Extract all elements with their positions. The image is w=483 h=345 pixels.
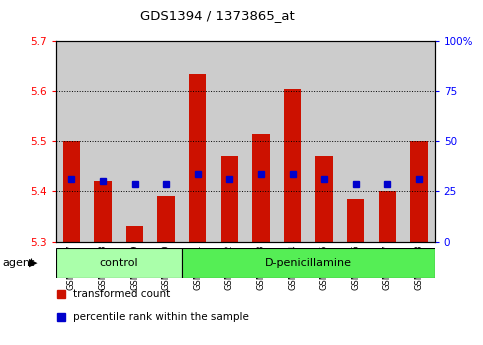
- Bar: [245, 41, 277, 242]
- Bar: [308, 41, 340, 242]
- Bar: [119, 41, 150, 242]
- Text: ▶: ▶: [28, 258, 37, 268]
- Bar: [410, 141, 427, 242]
- Bar: [126, 226, 143, 242]
- Bar: [157, 197, 175, 241]
- Text: control: control: [99, 258, 138, 268]
- Bar: [403, 41, 435, 242]
- Bar: [189, 74, 206, 242]
- Bar: [213, 41, 245, 242]
- Bar: [94, 181, 112, 241]
- Bar: [252, 134, 270, 242]
- Text: GDS1394 / 1373865_at: GDS1394 / 1373865_at: [140, 9, 295, 22]
- Bar: [221, 157, 238, 241]
- Bar: [347, 199, 364, 242]
- Text: D-penicillamine: D-penicillamine: [265, 258, 352, 268]
- Bar: [63, 141, 80, 242]
- Bar: [150, 41, 182, 242]
- Bar: [277, 41, 308, 242]
- Bar: [87, 41, 119, 242]
- Text: percentile rank within the sample: percentile rank within the sample: [72, 312, 248, 322]
- Bar: [284, 89, 301, 242]
- Bar: [182, 248, 435, 278]
- Text: transformed count: transformed count: [72, 289, 170, 299]
- Bar: [371, 41, 403, 242]
- Bar: [379, 191, 396, 242]
- Bar: [56, 41, 87, 242]
- Text: agent: agent: [2, 258, 35, 268]
- Bar: [315, 157, 333, 241]
- Bar: [56, 248, 182, 278]
- Bar: [340, 41, 371, 242]
- Bar: [182, 41, 213, 242]
